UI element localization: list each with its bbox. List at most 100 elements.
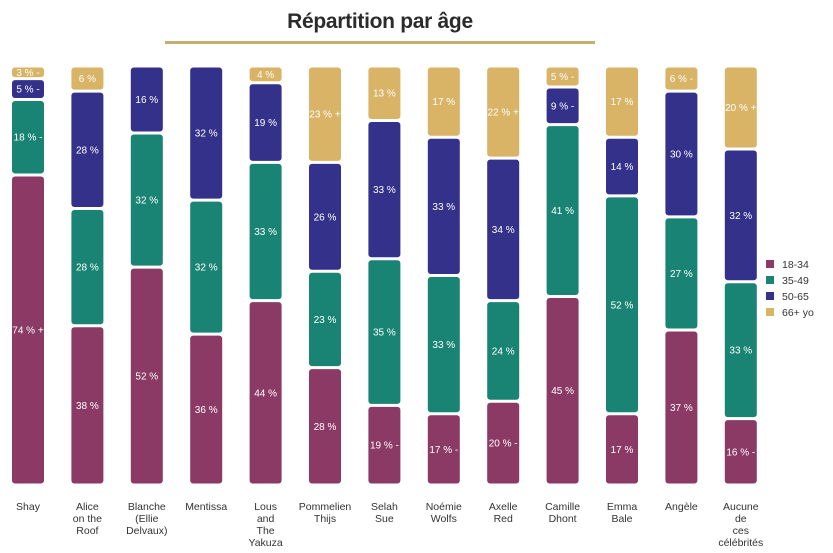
data-label: 27 %	[670, 269, 693, 280]
category-label-line: Camille	[545, 501, 580, 513]
category-label-line: Red	[494, 513, 513, 525]
bar-segment-50-65	[665, 92, 698, 216]
category-label-line: Aucune	[723, 501, 759, 513]
category-label-line: Noémie	[426, 501, 462, 513]
bar-segment-66-yo	[487, 67, 520, 157]
bar-segment-66-yo	[71, 67, 104, 90]
bar-segment-35-49	[606, 197, 638, 413]
category-label: Noémie Wolfs	[426, 501, 462, 525]
category-label-line: Lous	[254, 501, 277, 513]
category-label-line: Roof	[76, 525, 98, 537]
category-label: Aucune de ces célébrités	[718, 501, 763, 549]
bar-segment-50-65	[606, 138, 638, 195]
category-label-line: Dhont	[549, 513, 577, 525]
bar-segment-50-65	[427, 138, 460, 274]
bar-segment-35-49	[71, 209, 104, 325]
data-label: 38 %	[76, 401, 99, 412]
bar-segment-50-65	[249, 84, 282, 161]
data-label: 30 %	[670, 149, 693, 160]
category-label-line: Bale	[611, 513, 632, 525]
category-label-line: Axelle	[489, 501, 518, 513]
category-label-line: and	[257, 513, 275, 525]
category-label-line: ces	[733, 525, 749, 537]
data-label: 5 % -	[16, 85, 39, 96]
category-label-line: on the	[73, 513, 102, 525]
bars-group: 74 % + 18 % - 5 % - 3 % - 38 % 28 % 28 % 6 % 52 …	[12, 67, 757, 484]
category-label-line: Angèle	[665, 501, 698, 513]
bar-segment-66-yo	[546, 67, 579, 86]
bar-segment-50-65	[190, 67, 223, 199]
data-label: 52 %	[135, 372, 158, 383]
data-label: 20 % -	[489, 439, 518, 450]
data-label: 33 %	[432, 340, 455, 351]
data-label: 28 %	[314, 422, 337, 433]
bar-segment-18-34	[665, 331, 698, 484]
data-label: 19 %	[254, 118, 277, 129]
category-label-line: Shay	[16, 501, 41, 513]
bar-segment-66-yo	[724, 67, 757, 148]
category-label-line: Delvaux)	[126, 525, 167, 537]
data-label: 19 % -	[370, 441, 399, 452]
data-label: 4 %	[257, 70, 274, 81]
category-label: Camille Dhont	[545, 501, 580, 525]
category-label-line: de	[735, 513, 747, 525]
data-label: 17 %	[432, 97, 455, 108]
data-label: 33 %	[729, 346, 752, 357]
bar-segment-66-yo	[606, 67, 638, 136]
chart-title: Répartition par âge	[287, 10, 473, 33]
data-label: 22 % +	[487, 108, 519, 119]
category-label: Pommelien Thijs	[299, 501, 352, 525]
data-label: 17 %	[611, 445, 634, 456]
bar-segment-18-34	[249, 302, 282, 484]
data-label: 33 %	[373, 185, 396, 196]
bar-segment-66-yo	[665, 67, 698, 90]
data-label: 20 % +	[725, 103, 757, 114]
category-label-line: Pommelien	[299, 501, 352, 513]
category-label-line: Mentissa	[185, 501, 227, 513]
data-label: 14 %	[611, 162, 634, 173]
bar-segment-18-34	[130, 268, 163, 484]
category-label-line: (Ellie	[135, 513, 158, 525]
bar-segment-35-49	[665, 218, 698, 329]
bar-segment-50-65	[487, 159, 520, 300]
category-label: Shay	[16, 501, 41, 513]
bar-segment-35-49	[190, 201, 223, 333]
data-label: 6 %	[79, 74, 96, 85]
category-label: Angèle	[665, 501, 698, 513]
data-label: 23 %	[314, 315, 337, 326]
category-label-line: Wolfs	[431, 513, 457, 525]
data-label: 16 % -	[726, 447, 755, 458]
bar-segment-18-34	[368, 406, 401, 484]
bar-segment-50-65	[724, 150, 757, 281]
legend-swatch-50-65	[766, 292, 774, 300]
bar-segment-18-34	[190, 335, 223, 484]
bar-segment-35-49	[724, 283, 757, 418]
category-label-line: Yakuza	[248, 537, 282, 549]
bar-segment-50-65	[130, 67, 163, 132]
data-label: 32 %	[195, 129, 218, 140]
data-label: 5 % -	[551, 72, 574, 83]
bar-segment-18-34	[309, 369, 341, 484]
data-label: 17 %	[611, 97, 634, 108]
data-label: 17 % -	[429, 445, 458, 456]
bar-segment-18-34	[724, 420, 757, 484]
data-label: 74 % +	[12, 325, 44, 336]
bar-segment-50-65	[12, 80, 44, 99]
category-label: Blanche (Ellie Delvaux)	[126, 501, 167, 537]
legend-label-50-65: 50-65	[782, 291, 809, 303]
bar-segment-35-49	[309, 272, 341, 367]
data-label: 41 %	[551, 206, 574, 217]
legend-swatch-35-49	[766, 276, 774, 284]
category-labels: Shay Alice on the Roof Blanche (Ellie Delvaux)…	[16, 501, 763, 549]
data-label: 28 %	[76, 145, 99, 156]
bar-segment-18-34	[546, 297, 579, 484]
legend-swatch-66-yo	[766, 308, 774, 316]
data-label: 33 %	[432, 202, 455, 213]
data-label: 24 %	[492, 346, 515, 357]
bar-segment-18-34	[487, 402, 520, 484]
category-label-line: Sue	[375, 513, 394, 525]
bar-segment-35-49	[249, 163, 282, 300]
data-label: 32 %	[195, 263, 218, 274]
bar-segment-18-34	[427, 415, 460, 484]
data-label: 35 %	[373, 328, 396, 339]
